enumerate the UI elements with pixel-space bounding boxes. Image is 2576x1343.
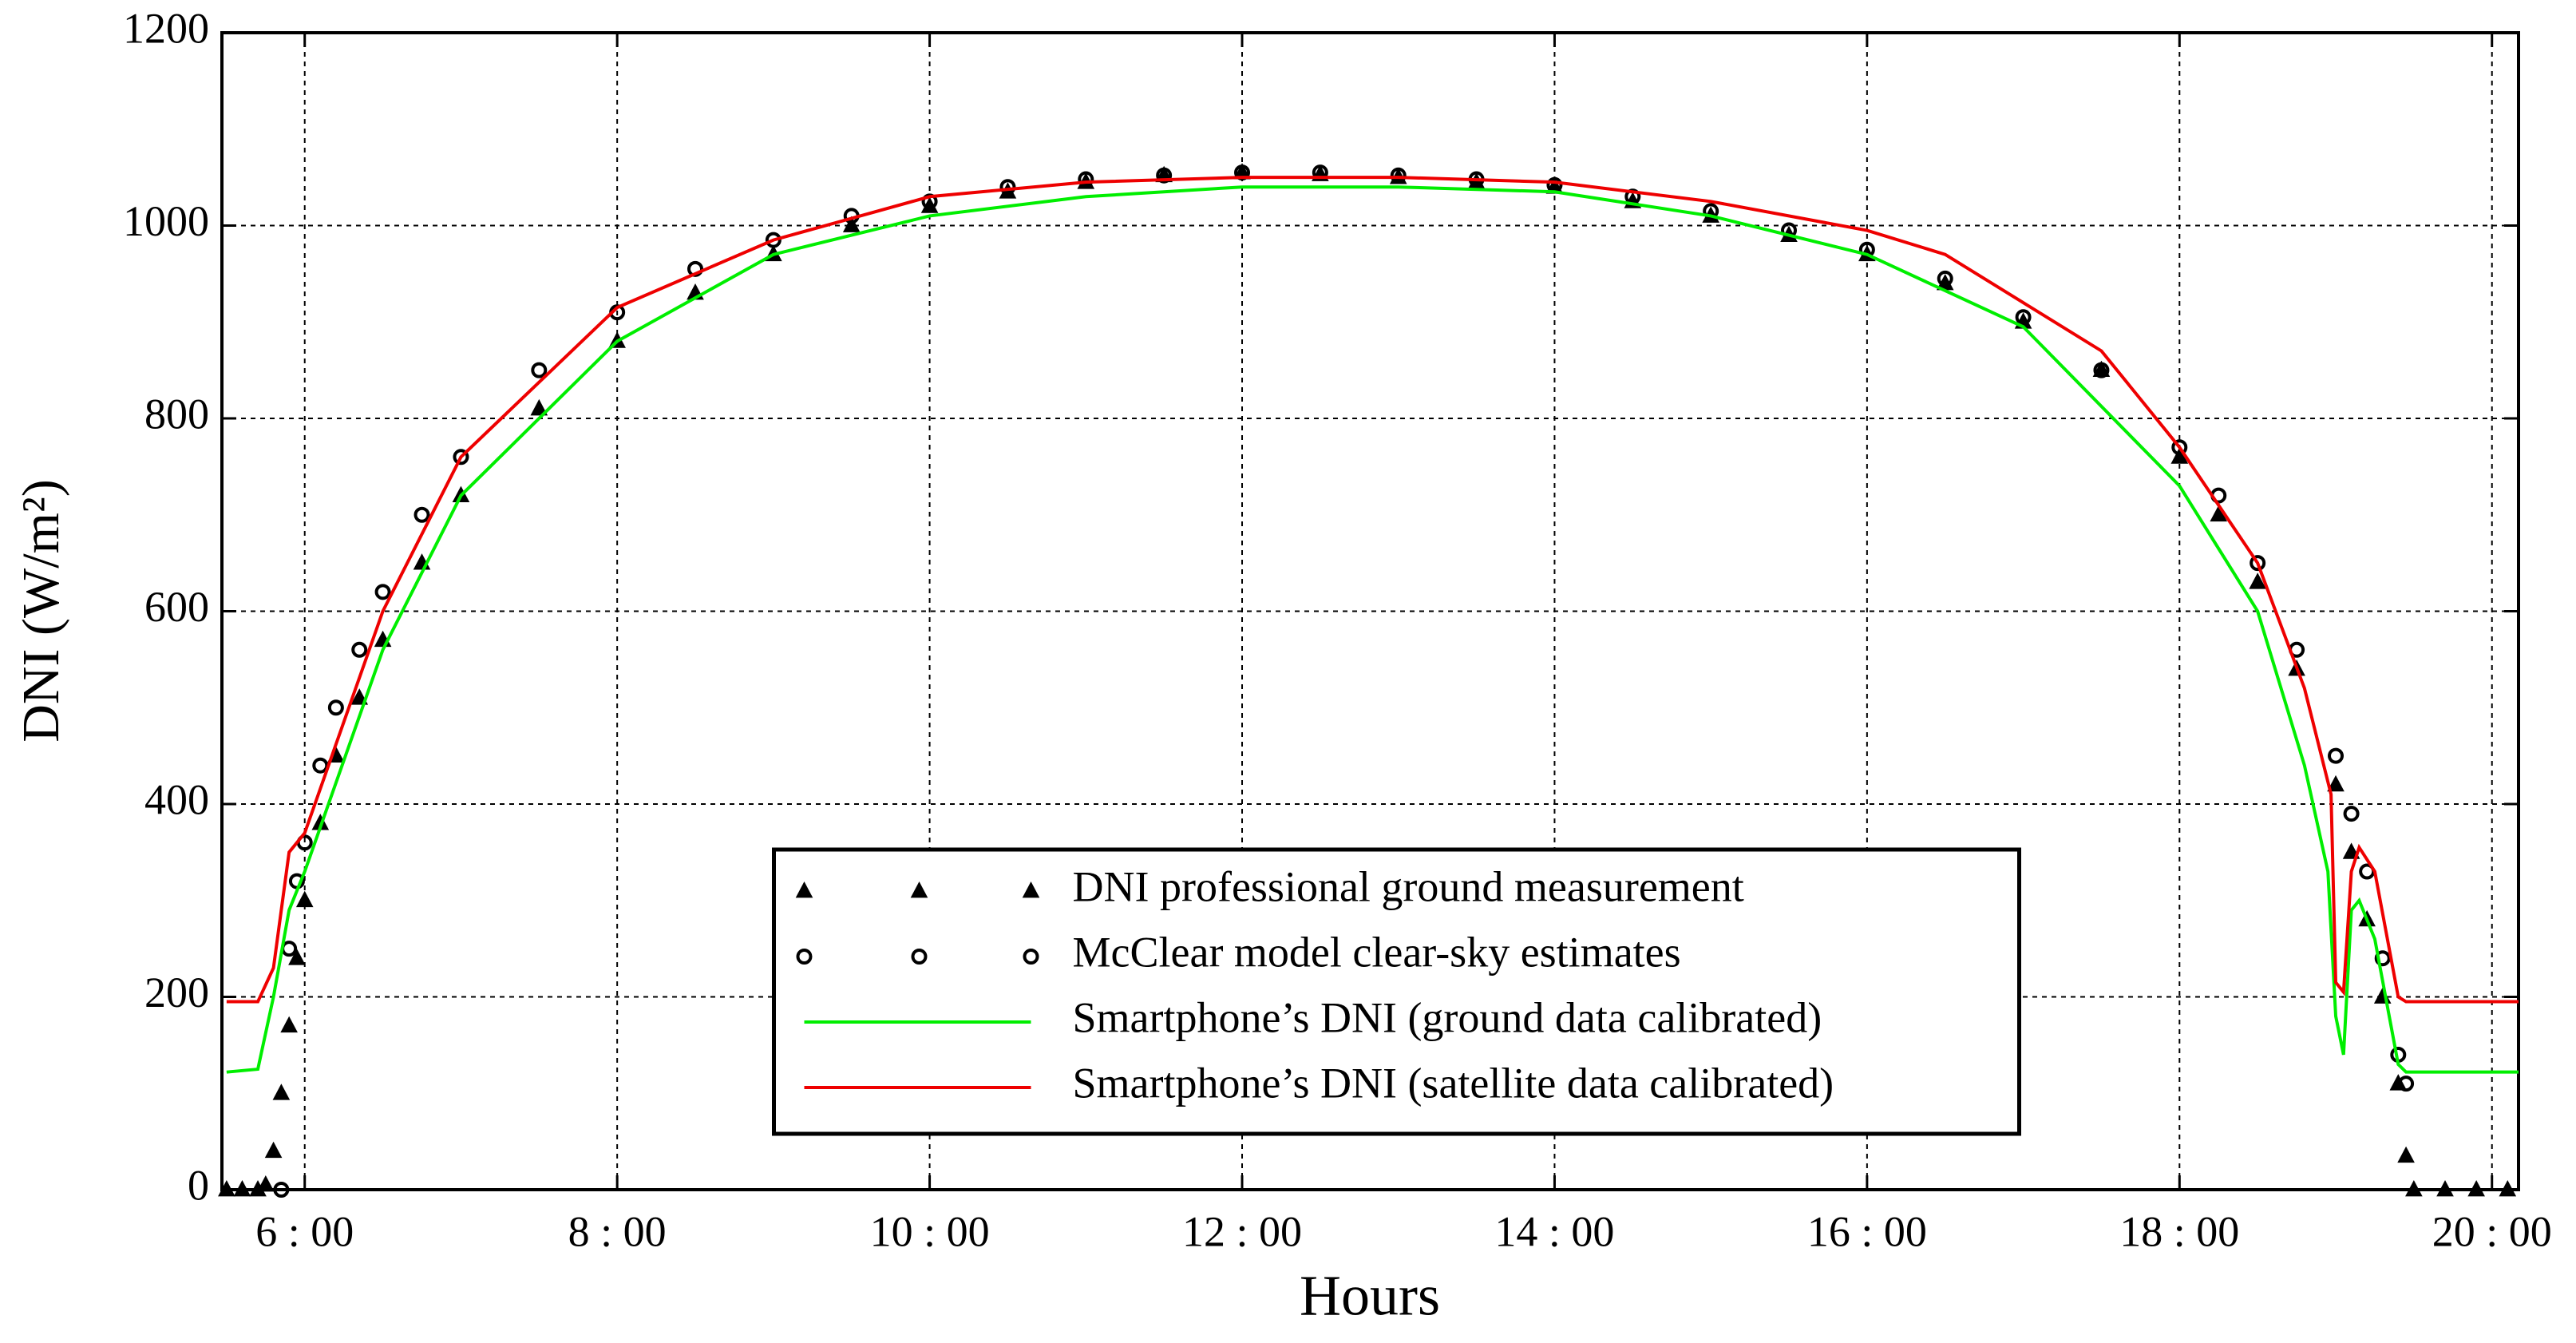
triangle-marker [264, 1141, 283, 1159]
triangle-marker [249, 1180, 267, 1197]
y-tick-label: 600 [144, 583, 209, 631]
y-axis-label: DNI (W/m²) [12, 479, 70, 743]
triangle-marker [2397, 1146, 2415, 1163]
triangle-marker [1022, 881, 1040, 898]
circle-marker [1023, 949, 1039, 965]
triangle-marker [233, 1180, 251, 1197]
triangle-marker [795, 881, 813, 898]
x-tick-label: 16 : 00 [1807, 1207, 1927, 1255]
triangle-marker [842, 216, 861, 232]
y-tick-label: 0 [188, 1161, 209, 1209]
x-tick-label: 8 : 00 [568, 1207, 667, 1255]
triangle-marker [311, 814, 330, 830]
triangle-marker [920, 196, 939, 213]
legend-label: Smartphone’s DNI (ground data calibrated… [1073, 993, 1822, 1041]
triangle-marker [295, 890, 314, 908]
y-tick-label: 1200 [123, 4, 209, 52]
circle-marker [312, 757, 329, 774]
circle-marker [327, 699, 344, 716]
circle-marker [911, 949, 928, 965]
circle-marker [414, 506, 430, 523]
x-tick-label: 6 : 00 [255, 1207, 354, 1255]
x-tick-label: 10 : 00 [870, 1207, 990, 1255]
circle-marker [1937, 270, 1953, 287]
circle-marker [2250, 555, 2266, 572]
circle-marker [1390, 167, 1407, 184]
circle-marker [2374, 950, 2391, 967]
series-line [226, 185, 2519, 1074]
triangle-marker [218, 1180, 235, 1197]
circle-marker [531, 362, 548, 378]
y-tick-label: 400 [144, 775, 209, 823]
circle-marker [796, 949, 813, 965]
circle-marker [453, 449, 469, 465]
triangle-marker [2327, 775, 2345, 792]
x-tick-label: 18 : 00 [2119, 1207, 2239, 1255]
circle-marker [765, 232, 782, 248]
triangle-marker [910, 881, 928, 898]
triangle-marker [1936, 273, 1954, 291]
triangle-marker [2210, 505, 2228, 522]
series-line [226, 176, 2519, 1004]
legend-label: DNI professional ground measurement [1073, 862, 1744, 910]
x-axis-label: Hours [1300, 1264, 1440, 1328]
circle-marker [273, 1182, 290, 1198]
triangle-marker [288, 949, 306, 965]
plot-frame [220, 31, 2520, 1191]
triangle-marker [2405, 1180, 2423, 1197]
circle-marker [351, 641, 368, 658]
circle-marker [2328, 747, 2345, 764]
circle-marker [2171, 439, 2188, 456]
triangle-marker [272, 1084, 291, 1100]
x-tick-label: 12 : 00 [1182, 1207, 1302, 1255]
triangle-marker [2499, 1180, 2517, 1197]
triangle-marker [2467, 1180, 2485, 1197]
legend: DNI professional ground measurement McCle… [772, 847, 2021, 1136]
circle-marker [374, 584, 391, 600]
triangle-marker [2436, 1180, 2454, 1197]
circle-marker [2343, 806, 2360, 822]
x-tick-label: 20 : 00 [2432, 1207, 2552, 1255]
y-tick-label: 1000 [123, 197, 209, 245]
circle-marker [2398, 1076, 2415, 1092]
x-tick-label: 14 : 00 [1494, 1207, 1614, 1255]
legend-label: McClear model clear-sky estimates [1073, 928, 1681, 976]
triangle-marker [257, 1175, 275, 1192]
triangle-marker [280, 1016, 298, 1033]
triangle-marker [530, 398, 548, 416]
triangle-marker [2249, 572, 2266, 589]
legend-label: Smartphone’s DNI (satellite data calibra… [1073, 1059, 1834, 1107]
circle-marker [1156, 167, 1173, 184]
circle-marker [1078, 171, 1094, 188]
triangle-marker [2170, 447, 2189, 464]
circle-marker [2093, 362, 2110, 378]
y-tick-label: 800 [144, 390, 209, 438]
circle-marker [2015, 309, 2032, 326]
circle-marker [999, 179, 1016, 196]
y-tick-label: 200 [144, 969, 209, 1016]
